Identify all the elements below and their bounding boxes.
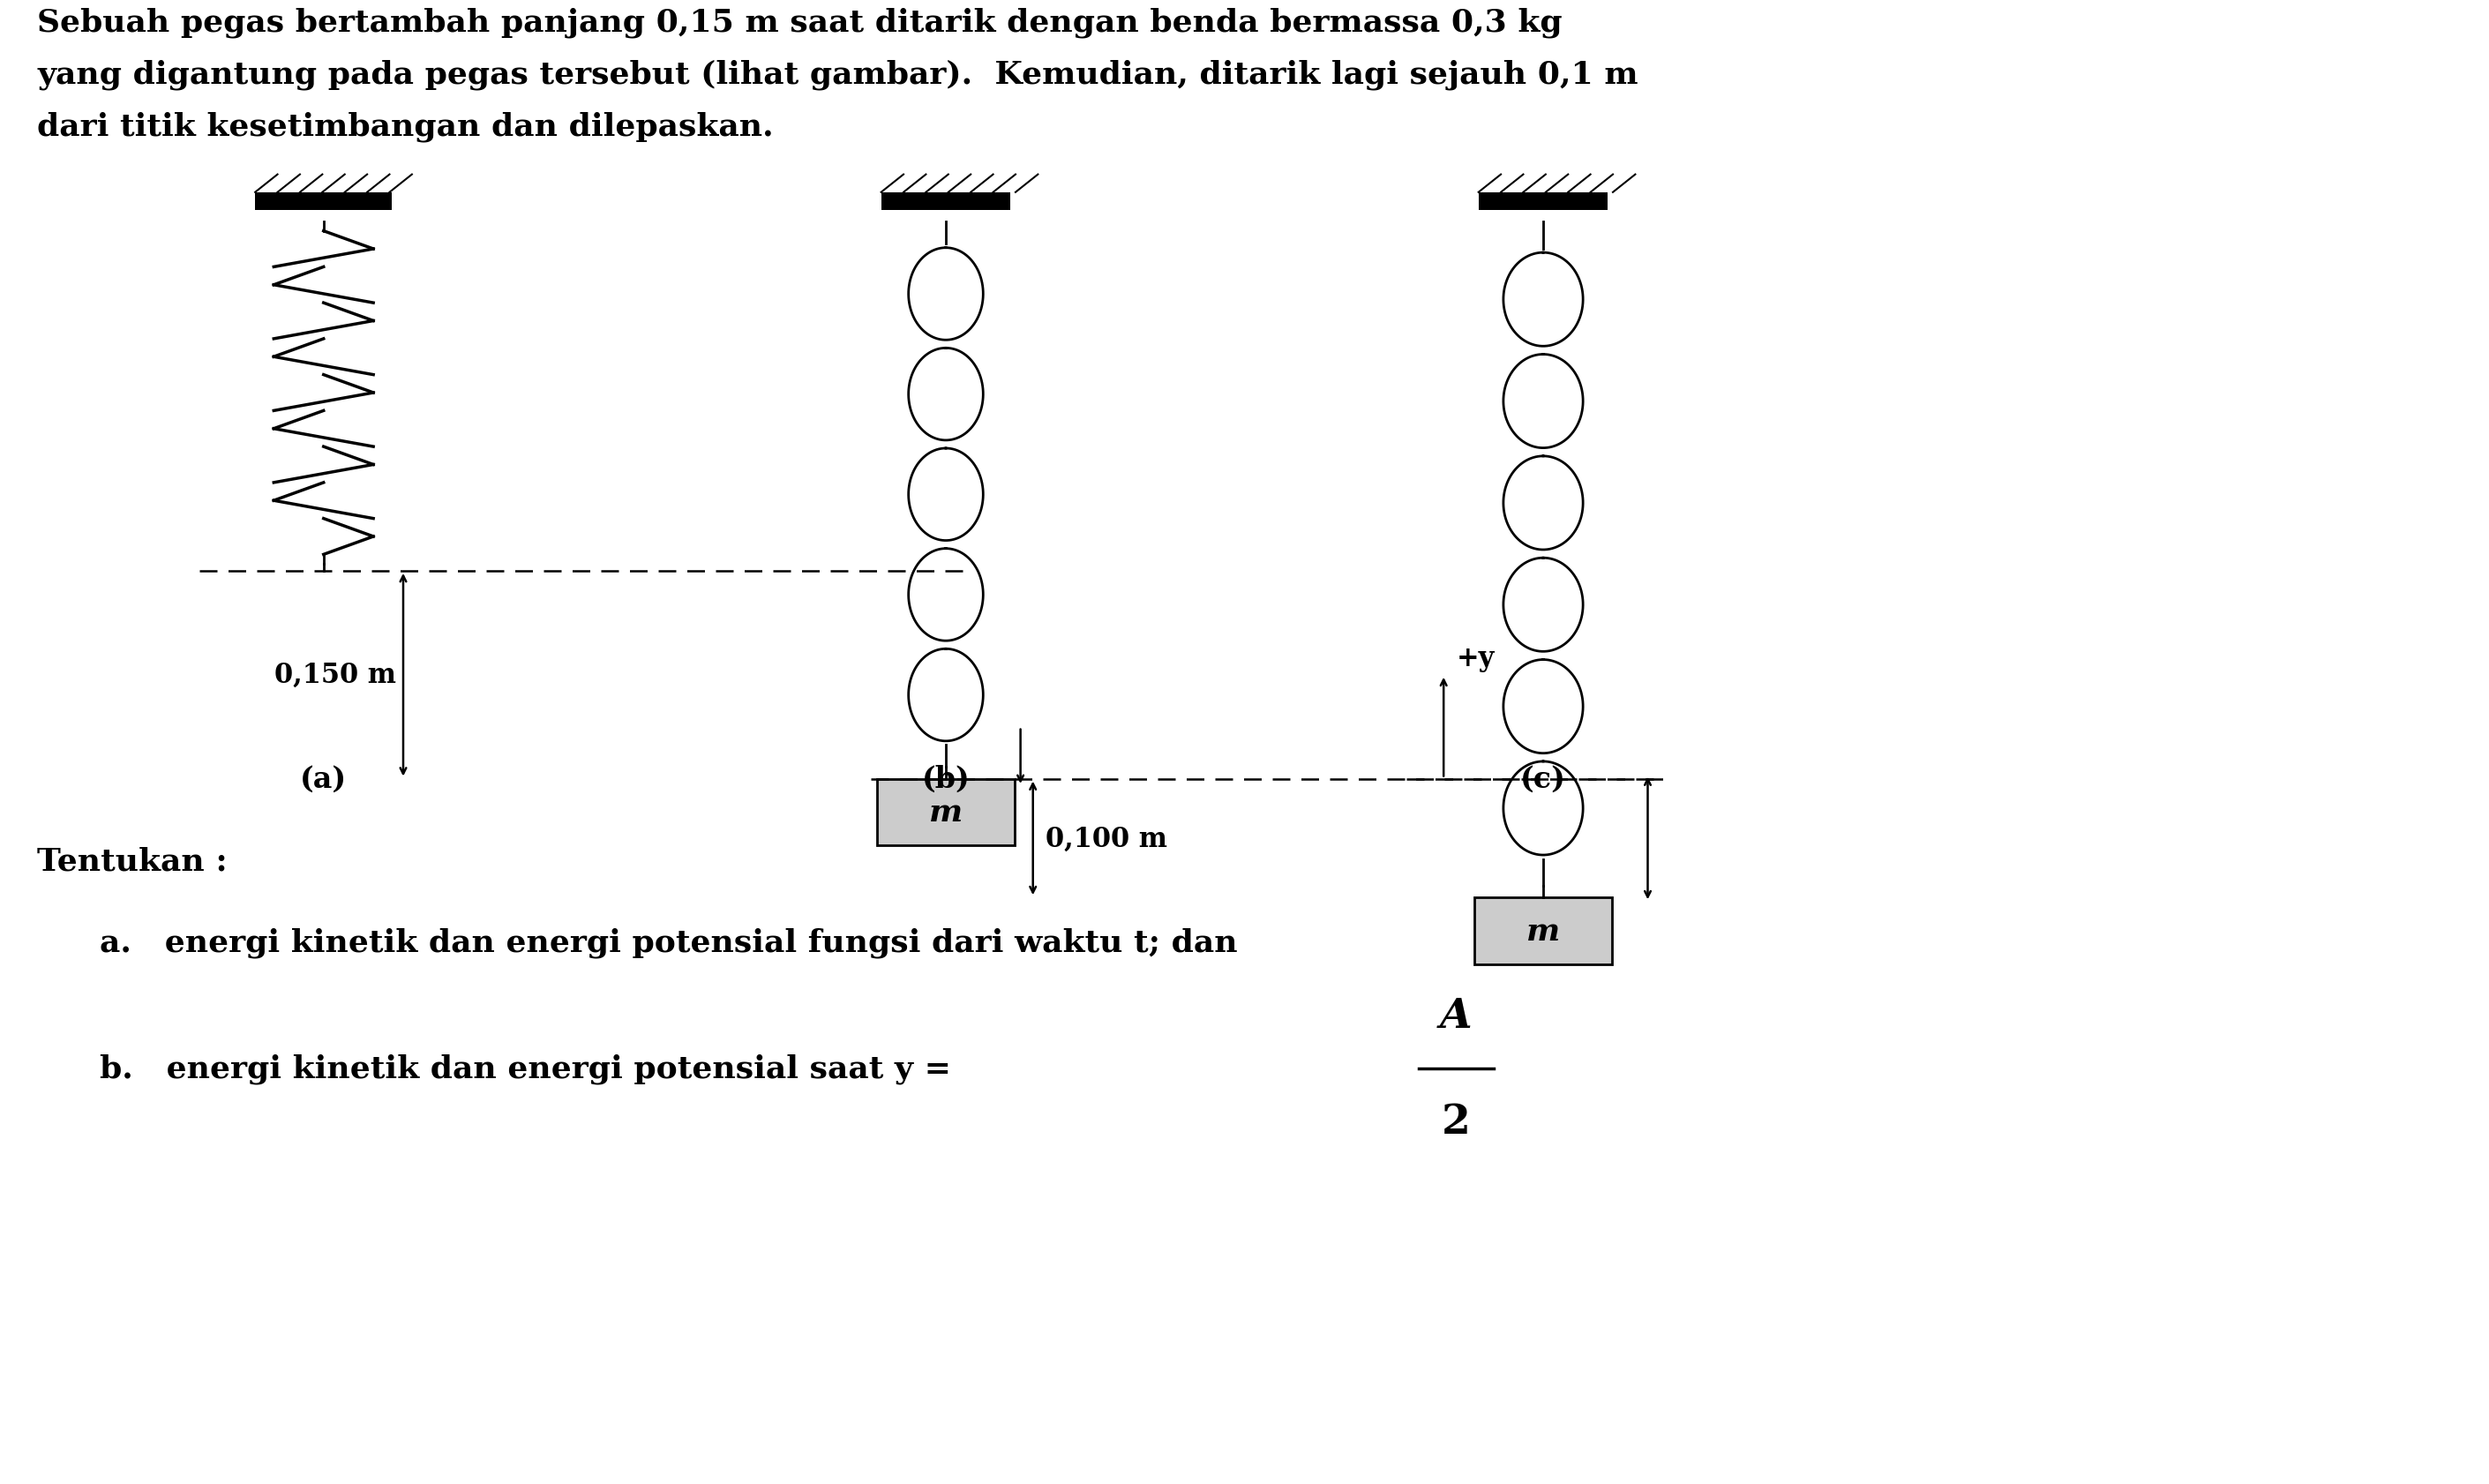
Text: a.   energi kinetik dan energi potensial fungsi dari waktu t; dan: a. energi kinetik dan energi potensial f… [100,928,1237,957]
Text: (c): (c) [1521,764,1566,794]
Bar [881,193,1011,211]
Text: b.   energi kinetik dan energi potensial saat y =: b. energi kinetik dan energi potensial s… [100,1054,963,1083]
Text: m: m [928,797,963,828]
Text: (b): (b) [921,764,971,794]
Text: 0,100 m: 0,100 m [1045,825,1167,852]
Text: m: m [1526,916,1561,947]
Text: dari titik kesetimbangan dan dilepaskan.: dari titik kesetimbangan dan dilepaskan. [37,111,774,141]
Text: 2: 2 [1441,1101,1471,1141]
Text: Sebuah pegas bertambah panjang 0,15 m saat ditarik dengan benda bermassa 0,3 kg: Sebuah pegas bertambah panjang 0,15 m sa… [37,7,1563,37]
Text: A: A [1441,996,1471,1036]
Text: 0,150 m: 0,150 m [274,662,396,689]
Bar [256,193,393,211]
Text: +y: +y [1456,646,1493,672]
Bar [1478,193,1608,211]
Text: yang digantung pada pegas tersebut (lihat gambar).  Kemudian, ditarik lagi sejau: yang digantung pada pegas tersebut (liha… [37,59,1638,91]
Text: (a): (a) [301,764,346,794]
Bar [1473,898,1613,965]
Text: Tentukan :: Tentukan : [37,846,226,876]
Bar [879,779,1016,846]
